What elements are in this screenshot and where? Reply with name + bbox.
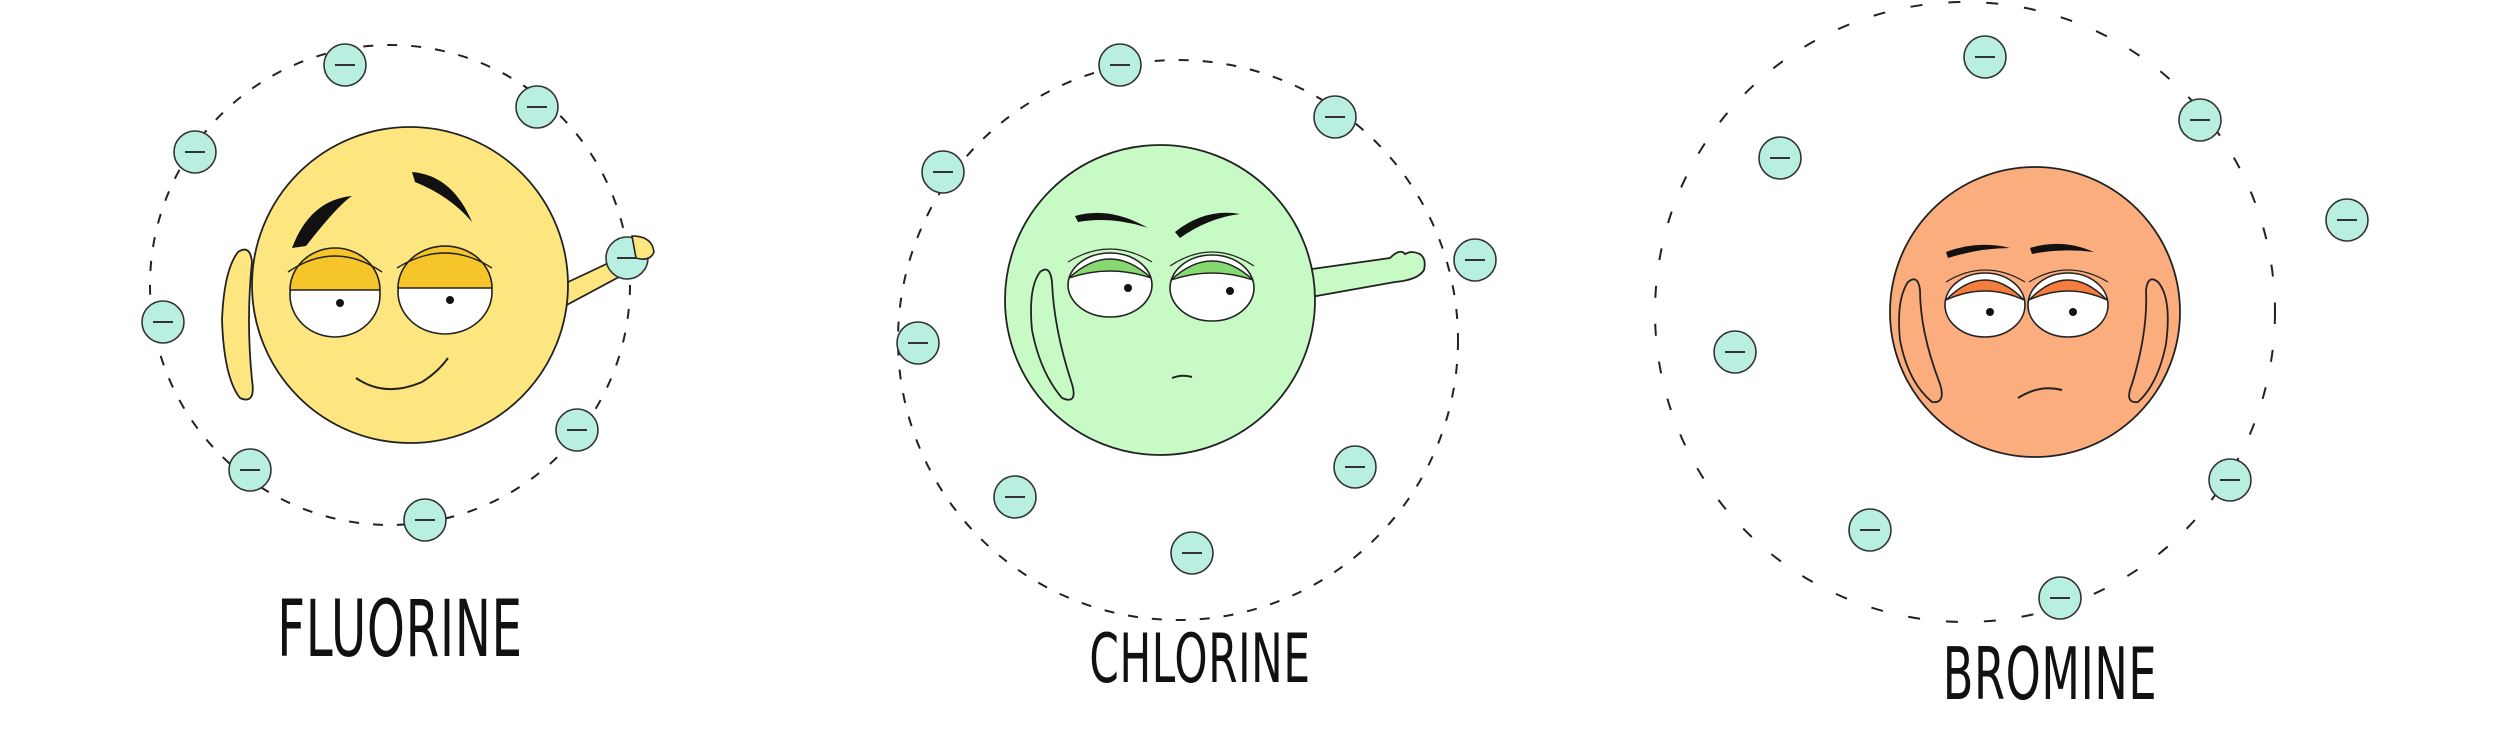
fluorine-eyebrow-right — [412, 172, 472, 222]
chlorine-electron — [1098, 43, 1142, 87]
fluorine-electron — [515, 85, 559, 129]
chlorine-mouth — [1171, 374, 1193, 379]
bromine-electron — [1713, 330, 1757, 374]
fluorine-thumb — [631, 235, 655, 260]
fluorine-electron — [173, 130, 217, 174]
chlorine-electron — [1333, 445, 1377, 489]
bromine-electron — [1758, 136, 1802, 180]
chlorine-body — [1004, 144, 1316, 456]
chlorine-eye-left — [1067, 248, 1153, 318]
chlorine-eyebrow-left — [1075, 212, 1148, 228]
bromine-eyebrow-left — [1946, 244, 2010, 258]
chlorine-atom — [896, 43, 1497, 621]
bromine-mouth — [2017, 387, 2063, 399]
fluorine-electron — [228, 448, 272, 492]
fluorine-electron — [141, 300, 185, 344]
fluorine-side-hand — [221, 248, 254, 401]
chlorine-orbit — [897, 59, 1459, 621]
bromine-atom — [1654, 1, 2369, 623]
bromine-eye-left — [1944, 269, 2026, 338]
bromine-side-hand-left — [1898, 278, 1943, 404]
bromine-eyebrow-right — [2030, 243, 2094, 254]
chlorine-eye-right — [1169, 251, 1255, 322]
bromine-side-hand-right — [2128, 278, 2169, 404]
fluorine-eye-right — [396, 245, 493, 335]
fluorine-smile — [355, 357, 449, 391]
bromine-electron — [2208, 458, 2252, 502]
chlorine-eyebrow-right — [1175, 212, 1240, 238]
chlorine-electron — [896, 321, 940, 365]
bromine-electron — [2178, 98, 2222, 142]
fluorine-eyebrow-left — [292, 196, 352, 248]
chlorine-electron — [1313, 95, 1357, 139]
chlorine-arm — [1304, 250, 1426, 300]
bromine-eye-right — [2027, 269, 2109, 338]
fluorine-atom — [141, 43, 655, 542]
chlorine-electron — [993, 475, 1037, 519]
bromine-label: BROMINE — [1942, 632, 2158, 716]
chlorine-label: CHLORINE — [1089, 620, 1311, 699]
chlorine-electron — [1170, 531, 1214, 575]
fluorine-electron — [323, 43, 367, 87]
fluorine-electron — [555, 408, 599, 452]
fluorine-electron — [403, 498, 447, 542]
fluorine-orbit — [149, 44, 631, 526]
bromine-electron — [1848, 508, 1892, 552]
chlorine-side-hand — [1030, 268, 1075, 401]
fluorine-eye-left — [287, 247, 383, 338]
bromine-orbit — [1654, 1, 2276, 623]
chlorine-electron — [1453, 238, 1497, 282]
bromine-electron — [2325, 198, 2369, 242]
chlorine-electron — [921, 150, 965, 194]
bromine-electron — [1963, 35, 2007, 79]
bromine-electron — [2038, 576, 2082, 620]
fluorine-label: FLUORINE — [277, 585, 523, 675]
